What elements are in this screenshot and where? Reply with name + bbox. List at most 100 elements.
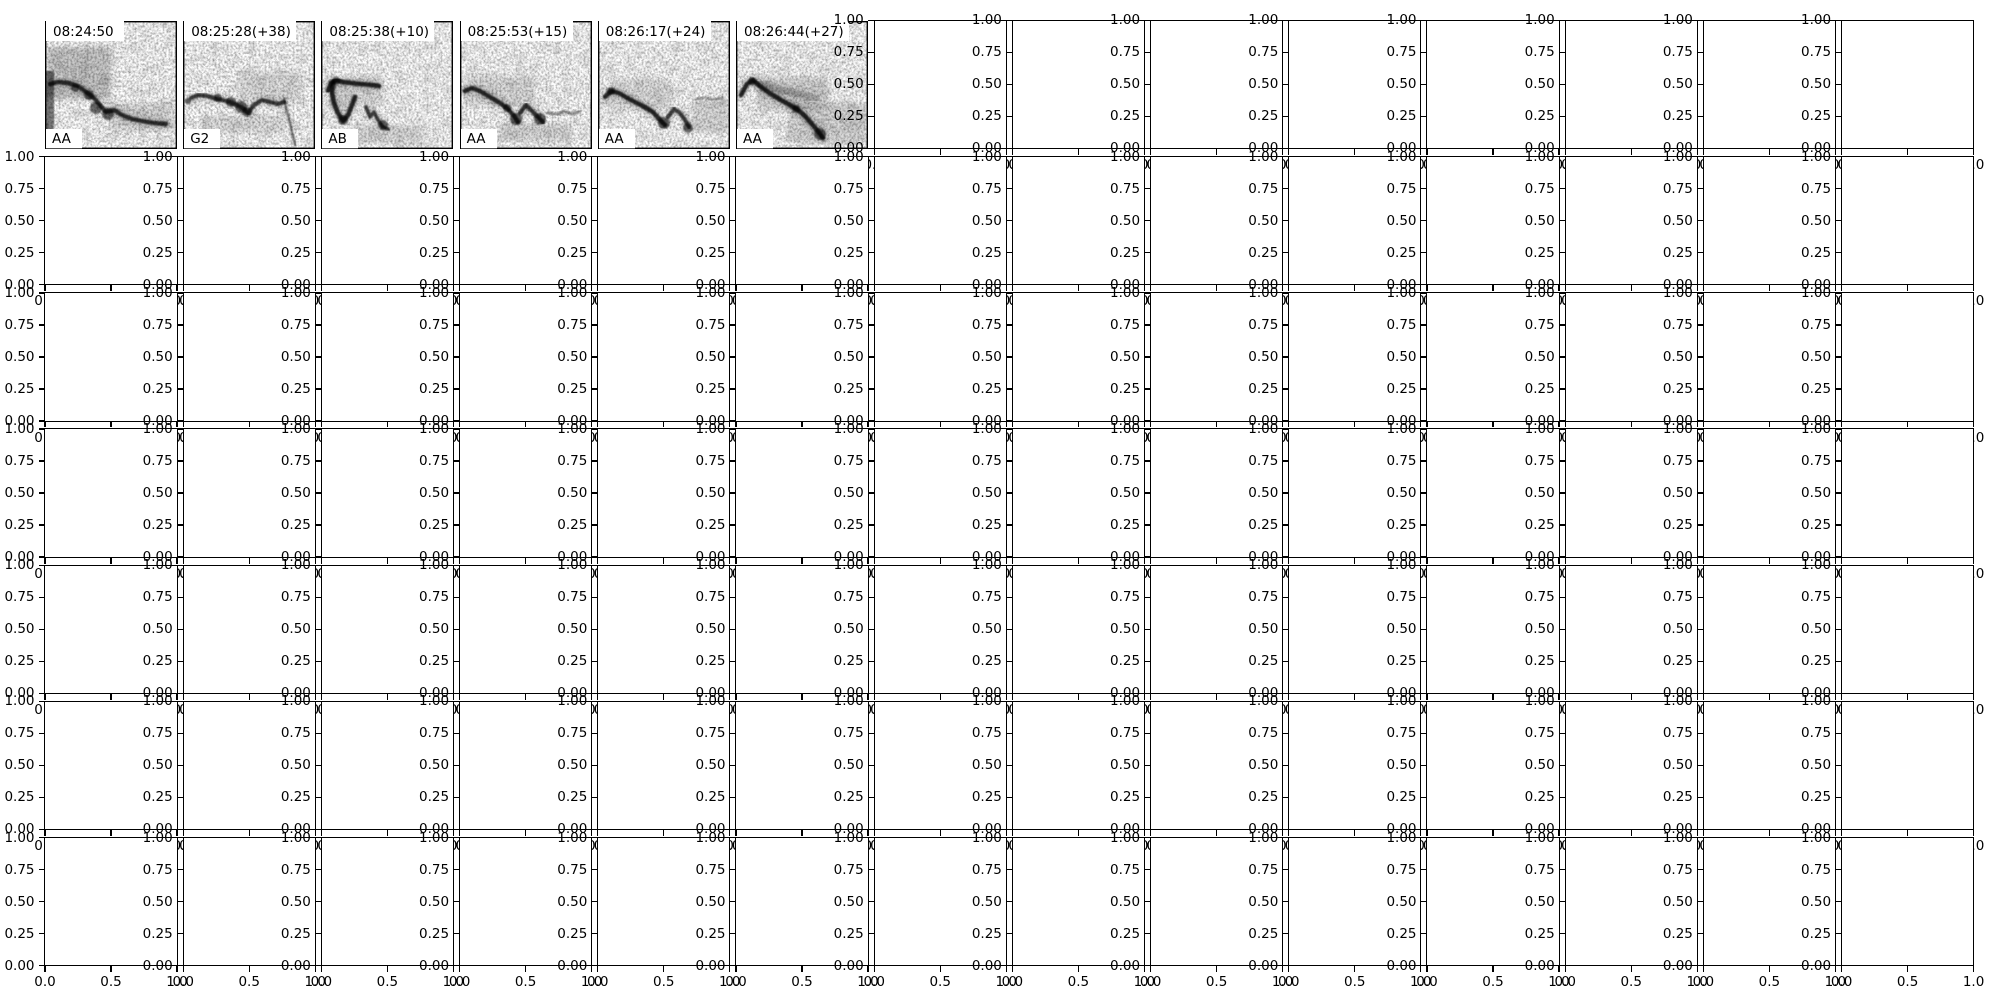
x-tick-mark [1215,285,1218,292]
spectrogram-panel [183,20,316,149]
x-tick-mark [1972,557,1975,564]
y-tick-label: 0.00 [833,412,864,429]
y-tick-label: 0.50 [557,348,588,365]
y-tick-label: 0.25 [695,653,726,670]
y-tick-label: 0.50 [1524,76,1555,93]
subplot-axes [320,837,455,967]
x-tick-mark [320,693,323,700]
y-tick-mark [1144,556,1150,558]
x-tick-mark [939,966,941,973]
y-tick-mark [1005,420,1012,422]
y-tick-mark [38,428,45,430]
x-tick-label: 1.0 [1686,974,1708,991]
y-tick-mark [867,19,874,22]
x-tick-mark [110,557,112,564]
y-tick-mark [1558,556,1565,558]
x-tick-mark [1972,966,1975,973]
y-tick-label: 1.00 [1110,420,1141,437]
y-tick-mark [1835,324,1841,326]
x-tick-mark [1354,557,1356,564]
y-tick-label: 0.75 [1248,589,1279,606]
x-tick-mark [110,421,112,428]
y-tick-mark [38,965,45,967]
x-tick-mark [1420,830,1422,836]
y-tick-mark [38,732,45,735]
x-tick-mark [1702,285,1705,292]
subplot-axes [1840,700,1975,831]
y-tick-mark [1835,356,1841,358]
x-tick-label: 1.0 [580,974,603,991]
x-tick-mark [1840,149,1843,155]
y-tick-mark [867,828,874,831]
y-tick-label: 0.25 [419,244,450,261]
y-tick-mark [1005,492,1012,494]
y-tick-mark [729,492,736,494]
y-tick-mark [1420,596,1427,598]
y-tick-label: 0.25 [142,380,173,397]
y-tick-mark [1282,252,1289,254]
y-tick-mark [176,933,183,935]
x-tick-label: 0.0 [1139,974,1162,991]
y-tick-mark [729,460,736,462]
y-tick-mark [38,420,45,422]
y-tick-mark [176,732,183,735]
y-tick-label: 0.50 [1110,76,1141,93]
y-tick-label: 0.00 [142,821,173,838]
y-tick-label: 0.00 [833,276,864,293]
subplot-axes [458,156,593,286]
x-tick-mark [1696,421,1698,428]
y-tick-label: 0.75 [833,44,864,61]
y-tick-label: 0.50 [833,621,864,638]
x-tick-mark [314,421,316,428]
subplot-axes [182,837,316,967]
x-tick-mark [663,693,665,700]
y-tick-label: 1.00 [419,420,450,437]
y-tick-mark [1835,284,1841,286]
y-tick-label: 0.25 [1110,244,1141,261]
y-tick-label: 0.50 [4,212,35,229]
y-tick-mark [729,356,736,358]
y-tick-label: 0.00 [280,957,311,974]
y-tick-label: 1.00 [142,148,173,165]
x-tick-mark [314,285,316,292]
y-tick-mark [176,692,183,694]
y-tick-mark [729,252,736,254]
y-tick-label: 0.75 [1662,316,1693,333]
y-tick-mark [1282,460,1289,462]
y-tick-label: 1.00 [419,284,450,301]
x-tick-mark [1834,557,1837,564]
y-tick-label: 0.75 [1801,861,1832,878]
y-tick-label: 0.75 [1801,452,1832,469]
y-tick-label: 0.50 [833,893,864,910]
y-tick-mark [38,284,45,286]
y-tick-label: 0.75 [1248,452,1279,469]
y-tick-label: 0.50 [142,621,173,638]
y-tick-mark [867,933,874,935]
x-tick-mark [458,285,461,292]
y-tick-mark [1558,660,1565,662]
x-tick-mark [176,557,178,564]
x-tick-mark [590,557,593,564]
y-tick-mark [453,220,459,222]
x-tick-mark [1696,149,1698,155]
x-tick-label: 0.0 [1278,974,1300,991]
x-tick-label: 1.0 [304,974,326,991]
spectrogram-panel [45,20,177,149]
x-tick-mark [1281,421,1284,428]
x-tick-mark [939,285,941,292]
spectrogram-image [183,20,316,149]
x-tick-mark [386,421,389,428]
subplot-axes [1702,428,1837,558]
y-tick-mark [1005,564,1012,566]
y-tick-label: 0.75 [280,725,311,742]
y-tick-mark [867,284,874,286]
y-tick-mark [1420,220,1427,222]
y-tick-mark [1696,764,1703,767]
x-tick-mark [1215,693,1218,700]
y-tick-mark [591,828,598,831]
x-tick-mark [458,830,461,836]
y-tick-mark [1144,828,1150,831]
y-tick-mark [1835,460,1841,462]
y-tick-label: 0.25 [557,380,588,397]
x-tick-mark [176,966,178,973]
